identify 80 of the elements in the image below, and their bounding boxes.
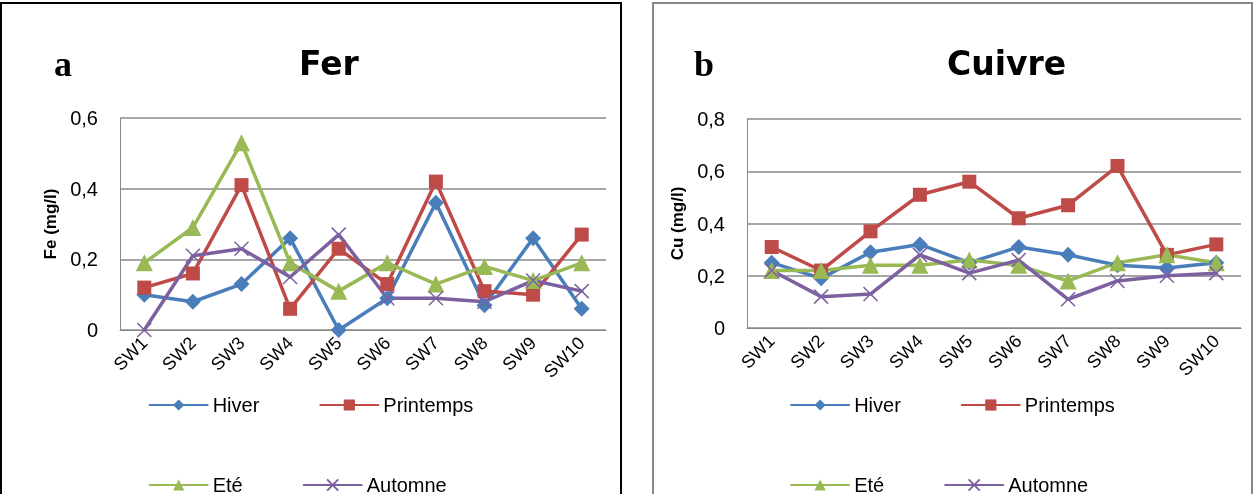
point <box>283 301 298 316</box>
point <box>427 194 444 211</box>
point <box>476 257 493 275</box>
point <box>427 275 445 293</box>
point <box>574 227 589 242</box>
point <box>764 240 779 255</box>
y-tick-label: 0,6 <box>697 160 725 183</box>
point <box>1110 159 1125 174</box>
point <box>573 300 590 317</box>
point <box>233 240 250 257</box>
point <box>862 286 879 302</box>
y-tick-label: 0,2 <box>70 248 98 271</box>
point <box>912 247 928 263</box>
text: b <box>694 44 715 84</box>
point <box>526 287 541 302</box>
point <box>185 266 200 281</box>
point <box>135 254 153 272</box>
point <box>330 282 348 300</box>
point <box>863 224 878 239</box>
point <box>862 256 879 274</box>
point <box>573 254 591 272</box>
y-tick-label: 0,8 <box>697 108 725 130</box>
point <box>1060 291 1076 308</box>
point <box>1159 268 1175 284</box>
point <box>378 254 396 272</box>
point <box>234 178 249 193</box>
y-tick-label: 0,2 <box>697 264 725 287</box>
point <box>1208 265 1225 281</box>
point <box>1010 252 1027 268</box>
point <box>476 293 493 310</box>
point <box>330 322 347 338</box>
point <box>331 241 346 256</box>
legend-label: Printemps <box>383 394 474 416</box>
y-tick-label: 0,6 <box>70 107 98 129</box>
point <box>911 236 928 253</box>
point <box>428 174 443 189</box>
point <box>1060 246 1077 263</box>
point <box>1010 256 1028 274</box>
chart-title: Cuivre <box>947 44 1067 83</box>
legend-label: Automne <box>366 474 447 494</box>
point <box>281 254 299 272</box>
point <box>525 230 542 247</box>
legend-label: Hiver <box>212 394 260 416</box>
point <box>962 174 977 189</box>
point <box>911 256 929 274</box>
legend-label: Eté <box>212 474 243 494</box>
y-tick-label: 0 <box>713 317 725 339</box>
point <box>862 244 879 261</box>
y-axis-title: Cu (mg/l) <box>668 186 688 261</box>
legend-label: Eté <box>854 474 885 494</box>
point <box>233 276 250 293</box>
point <box>136 322 153 338</box>
point <box>1061 198 1076 213</box>
point <box>282 230 299 247</box>
chart-title: Fer <box>299 44 360 83</box>
legend-label: Automne <box>1008 474 1089 494</box>
legend-label: Printemps <box>1024 394 1115 416</box>
point <box>184 293 201 310</box>
point <box>1109 273 1126 289</box>
point <box>1010 239 1027 256</box>
legend-label: Hiver <box>854 394 902 416</box>
point <box>1209 237 1224 252</box>
point <box>477 284 492 299</box>
point <box>184 219 202 237</box>
point <box>573 283 590 299</box>
point <box>233 134 250 152</box>
y-tick-label: 0,4 <box>697 212 725 235</box>
point <box>185 248 201 264</box>
y-tick-label: 0,4 <box>70 177 98 200</box>
point <box>961 265 978 281</box>
text: a <box>54 44 72 84</box>
y-axis-title: Fe (mg/l) <box>41 188 61 260</box>
y-tick-label: 0 <box>86 319 98 341</box>
point <box>1011 211 1026 226</box>
point <box>1059 272 1077 290</box>
point <box>912 187 927 202</box>
point <box>813 288 829 305</box>
point <box>137 280 152 295</box>
point <box>380 277 395 292</box>
point <box>428 290 444 306</box>
